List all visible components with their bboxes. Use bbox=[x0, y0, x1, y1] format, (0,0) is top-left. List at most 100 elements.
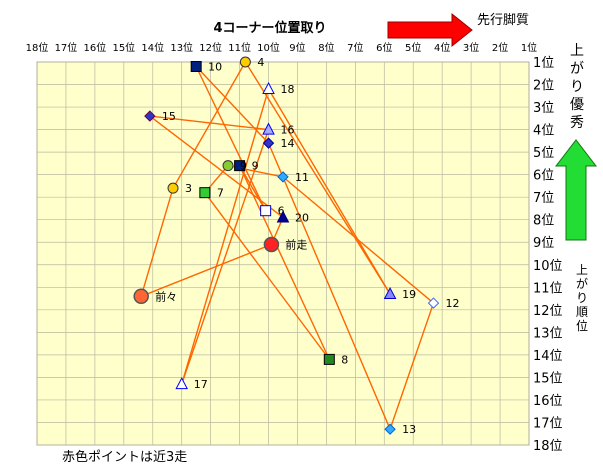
point-label: 前々 bbox=[155, 289, 177, 303]
point-label: 6 bbox=[278, 205, 285, 218]
x-tick-label: 3位 bbox=[463, 41, 479, 54]
point-marker bbox=[276, 210, 290, 223]
data-point: 19 bbox=[383, 286, 416, 301]
x-tick-label: 4位 bbox=[434, 41, 450, 54]
y-tick-label: 13位 bbox=[533, 326, 563, 341]
y-tick-label: 2位 bbox=[533, 79, 554, 94]
x-tick-label: 1位 bbox=[521, 41, 537, 54]
y-tick-label: 7位 bbox=[533, 191, 554, 206]
data-point: 12 bbox=[427, 297, 459, 310]
connector-line bbox=[195, 66, 270, 144]
point-marker bbox=[239, 56, 251, 68]
y-tick-label: 17位 bbox=[533, 416, 563, 431]
point-marker bbox=[323, 353, 335, 365]
point-marker bbox=[262, 81, 275, 95]
x-tick-label: 16位 bbox=[84, 41, 107, 54]
y-tick-label: 8位 bbox=[533, 214, 554, 229]
x-tick-label: 8位 bbox=[318, 41, 334, 54]
data-point: 15 bbox=[144, 110, 176, 123]
y-top-label-char: 優 bbox=[570, 97, 584, 113]
y-top-label-char: 秀 bbox=[570, 115, 584, 131]
y-axis-label-char: 順 bbox=[576, 305, 588, 319]
x-tick-label: 9位 bbox=[289, 41, 305, 54]
point-marker bbox=[199, 187, 211, 199]
point-marker bbox=[222, 160, 234, 172]
data-point: 4 bbox=[239, 56, 264, 69]
connector-line bbox=[172, 61, 246, 189]
point-label: 18 bbox=[281, 83, 295, 96]
legend-note: 赤色ポイントは近3走 bbox=[62, 450, 188, 465]
point-label: 19 bbox=[402, 288, 416, 301]
y-tick-label: 3位 bbox=[533, 101, 554, 116]
point-label: 9 bbox=[252, 160, 259, 173]
y-top-label-char: が bbox=[570, 61, 584, 77]
data-point: 7 bbox=[199, 187, 224, 200]
data-point: 18 bbox=[262, 81, 295, 96]
connector-line bbox=[389, 302, 435, 430]
x-tick-label: 15位 bbox=[112, 41, 135, 54]
x-tick-label: 2位 bbox=[492, 41, 508, 54]
x-tick-label: 17位 bbox=[55, 41, 78, 54]
x-tick-label: 7位 bbox=[347, 41, 363, 54]
x-tick-label: 10位 bbox=[257, 41, 280, 54]
point-label: 17 bbox=[194, 378, 208, 391]
point-label: 前走 bbox=[285, 237, 307, 251]
data-point: 3 bbox=[167, 182, 192, 195]
y-tick-label: 15位 bbox=[533, 371, 563, 386]
y-tick-label: 16位 bbox=[533, 394, 563, 409]
y-tick-label: 12位 bbox=[533, 304, 563, 319]
x-axis-label: 先行脚質 bbox=[477, 12, 529, 28]
connector-line bbox=[267, 88, 391, 295]
x-tick-label: 6位 bbox=[376, 41, 392, 54]
y-tick-label: 11位 bbox=[533, 281, 563, 296]
x-tick-label: 14位 bbox=[141, 41, 164, 54]
chart-title: 4コーナー位置取り bbox=[213, 20, 326, 36]
red-right-arrow-icon bbox=[387, 12, 473, 48]
data-point: 前々 bbox=[133, 288, 177, 305]
point-marker bbox=[262, 122, 275, 135]
connector-line bbox=[204, 192, 330, 360]
point-marker bbox=[260, 205, 272, 217]
connector-line bbox=[244, 61, 391, 295]
point-marker bbox=[262, 137, 275, 149]
point-label: 10 bbox=[208, 61, 222, 74]
green-up-arrow-icon bbox=[554, 139, 598, 241]
data-point: 前走 bbox=[263, 236, 307, 253]
y-axis-label-char: が bbox=[576, 276, 588, 291]
point-label: 20 bbox=[295, 211, 309, 224]
connector-line bbox=[149, 115, 269, 131]
x-tick-label: 13位 bbox=[170, 41, 193, 54]
connector-line bbox=[238, 165, 267, 212]
y-tick-label: 1位 bbox=[533, 56, 554, 71]
point-marker bbox=[263, 236, 280, 253]
point-label: 4 bbox=[257, 56, 264, 69]
connector-line bbox=[140, 187, 174, 297]
y-axis-label-char: 位 bbox=[576, 318, 588, 333]
plot-area bbox=[36, 61, 530, 446]
x-tick-label: 5位 bbox=[405, 41, 421, 54]
data-point: 6 bbox=[260, 205, 285, 218]
data-point: 20 bbox=[276, 210, 309, 224]
data-point: 17 bbox=[175, 377, 208, 391]
point-label: 9 bbox=[240, 160, 247, 173]
data-point: 9 bbox=[234, 160, 259, 173]
y-top-label-char: り bbox=[570, 79, 584, 95]
y-tick-label: 10位 bbox=[533, 259, 563, 274]
point-marker bbox=[277, 171, 289, 183]
data-point: 10 bbox=[190, 61, 222, 74]
y-tick-label: 9位 bbox=[533, 236, 554, 251]
point-label: 11 bbox=[295, 171, 309, 184]
point-marker bbox=[383, 286, 397, 300]
connector-line bbox=[267, 142, 391, 430]
y-tick-label: 5位 bbox=[533, 146, 554, 161]
point-marker bbox=[384, 423, 396, 435]
y-tick-label: 14位 bbox=[533, 349, 563, 364]
connector-line bbox=[195, 66, 267, 211]
point-label: 16 bbox=[281, 124, 295, 137]
y-tick-label: 18位 bbox=[533, 439, 563, 454]
connector-line bbox=[181, 129, 270, 385]
point-marker bbox=[190, 61, 202, 73]
data-point: 8 bbox=[323, 353, 348, 366]
